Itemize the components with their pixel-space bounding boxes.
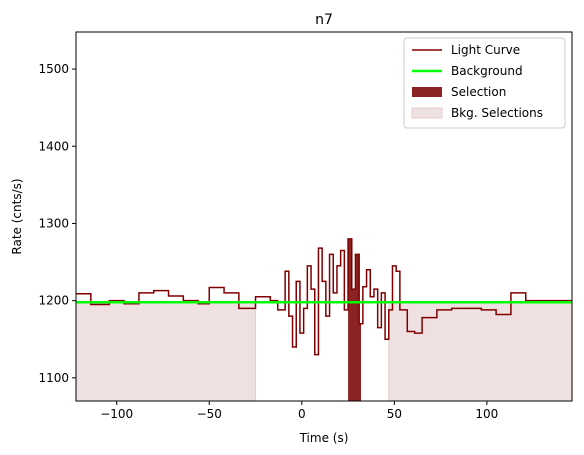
bkg-selection-region — [75, 301, 257, 402]
bkg-selection-region — [388, 301, 573, 402]
legend-swatch-patch — [411, 107, 443, 119]
light-curve-layer — [76, 238, 572, 356]
legend-swatch-patch — [412, 87, 442, 97]
light-curve-line — [76, 238, 572, 356]
bkg-selections-layer — [75, 301, 573, 402]
y-tick-label: 1500 — [38, 62, 69, 76]
x-tick-label: 50 — [387, 407, 402, 421]
y-axis-label: Rate (cnts/s) — [10, 178, 24, 254]
legend-entry-label: Selection — [451, 85, 506, 99]
y-tick-label: 1100 — [38, 371, 69, 385]
legend: Light Curve Background Selection Bkg. Selec… — [403, 37, 566, 129]
x-tick-label: 0 — [298, 407, 306, 421]
x-axis-ticks: −100 −50 0 50 100 — [100, 401, 498, 421]
legend-entry-label: Light Curve — [451, 43, 520, 57]
x-tick-label: −100 — [100, 407, 133, 421]
y-tick-label: 1400 — [38, 139, 69, 153]
y-tick-label: 1300 — [38, 216, 69, 230]
y-axis-ticks: 1100 1200 1300 1400 1500 — [38, 62, 76, 385]
x-axis-label: Time (s) — [299, 431, 349, 445]
legend-entry-label: Background — [451, 64, 523, 78]
legend-box — [403, 37, 566, 129]
y-tick-label: 1200 — [38, 294, 69, 308]
chart-title: n7 — [315, 12, 333, 28]
x-tick-label: 100 — [475, 407, 498, 421]
x-tick-label: −50 — [197, 407, 222, 421]
plot-frame — [75, 31, 573, 402]
legend-entry-label: Bkg. Selections — [451, 106, 543, 120]
